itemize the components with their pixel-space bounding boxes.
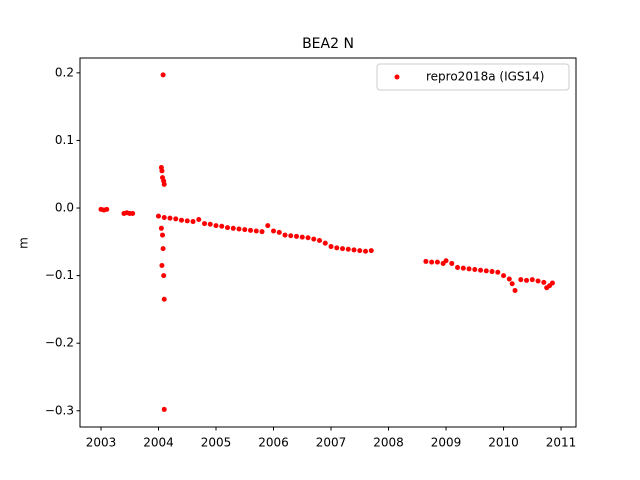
data-point: [549, 280, 555, 286]
data-point: [130, 210, 136, 216]
plot-frame: [79, 57, 577, 428]
data-point: [242, 227, 248, 233]
data-point: [489, 269, 495, 275]
data-point: [202, 221, 208, 227]
data-point: [158, 225, 164, 231]
data-point: [351, 247, 357, 253]
data-point: [104, 206, 110, 212]
data-point: [529, 277, 535, 283]
data-point: [512, 287, 518, 293]
data-point: [294, 233, 300, 239]
y-tick-label: 0.1: [55, 133, 74, 147]
data-point: [472, 267, 478, 273]
data-point: [524, 277, 530, 283]
data-point: [506, 276, 512, 282]
y-tick-label: 0.2: [55, 65, 74, 79]
data-point: [161, 181, 167, 187]
data-point: [160, 246, 166, 252]
data-point: [429, 259, 435, 265]
data-point: [345, 246, 351, 252]
data-point: [219, 223, 225, 229]
data-point: [368, 248, 374, 254]
data-point: [259, 229, 265, 235]
data-point: [173, 216, 179, 222]
data-point: [357, 248, 363, 254]
data-point: [495, 269, 501, 275]
data-point: [155, 213, 161, 219]
data-point: [518, 277, 524, 283]
legend-marker: [394, 74, 400, 80]
data-point: [179, 217, 185, 223]
data-point: [207, 221, 213, 227]
legend-box: [376, 63, 570, 91]
data-point: [443, 258, 449, 264]
y-axis-label: m: [17, 237, 31, 249]
data-point: [230, 225, 236, 231]
data-point: [161, 296, 167, 302]
data-point: [276, 229, 282, 235]
data-point: [434, 259, 440, 265]
data-point: [449, 260, 455, 266]
y-tick-label: −0.3: [45, 403, 74, 417]
data-point: [455, 265, 461, 271]
data-point: [167, 215, 173, 221]
data-point: [501, 273, 507, 279]
data-point: [305, 235, 311, 241]
x-tick-label: 2008: [373, 436, 404, 450]
data-point: [328, 244, 334, 250]
data-point: [363, 248, 369, 254]
data-point: [190, 219, 196, 225]
data-point: [288, 233, 294, 239]
x-tick-label: 2010: [488, 436, 519, 450]
data-point: [196, 217, 202, 223]
data-point: [423, 258, 429, 264]
data-point: [311, 236, 317, 242]
data-point: [161, 214, 167, 220]
x-tick-label: 2006: [258, 436, 289, 450]
data-point: [248, 227, 254, 233]
data-point: [213, 223, 219, 229]
y-tick-label: −0.2: [45, 336, 74, 350]
data-point: [271, 228, 277, 234]
data-point: [159, 262, 165, 268]
data-point: [535, 278, 541, 284]
x-tick-label: 2009: [431, 436, 462, 450]
data-point: [466, 266, 472, 272]
data-point: [334, 245, 340, 251]
data-point: [159, 168, 165, 174]
data-point: [509, 281, 515, 287]
x-tick-label: 2011: [546, 436, 577, 450]
data-point: [160, 72, 166, 78]
data-point: [483, 268, 489, 274]
data-point: [317, 237, 323, 243]
data-point: [478, 267, 484, 273]
data-point: [541, 279, 547, 285]
data-point: [160, 232, 166, 238]
data-point: [340, 246, 346, 252]
data-point: [236, 226, 242, 232]
x-tick-label: 2007: [316, 436, 347, 450]
data-point: [161, 273, 167, 279]
data-point: [253, 228, 259, 234]
chart-title: BEA2 N: [302, 36, 354, 52]
data-point: [161, 406, 167, 412]
data-point: [225, 225, 231, 231]
y-tick-label: 0.0: [55, 201, 74, 215]
data-point: [322, 240, 328, 246]
data-point: [265, 223, 271, 229]
x-tick-label: 2005: [201, 436, 232, 450]
legend-label: repro2018a (IGS14): [426, 70, 544, 84]
x-tick-label: 2003: [86, 436, 117, 450]
y-tick-label: −0.1: [45, 268, 74, 282]
data-point: [460, 265, 466, 271]
data-point: [299, 234, 305, 240]
x-tick-label: 2004: [143, 436, 174, 450]
data-point: [282, 232, 288, 238]
data-point: [184, 218, 190, 224]
